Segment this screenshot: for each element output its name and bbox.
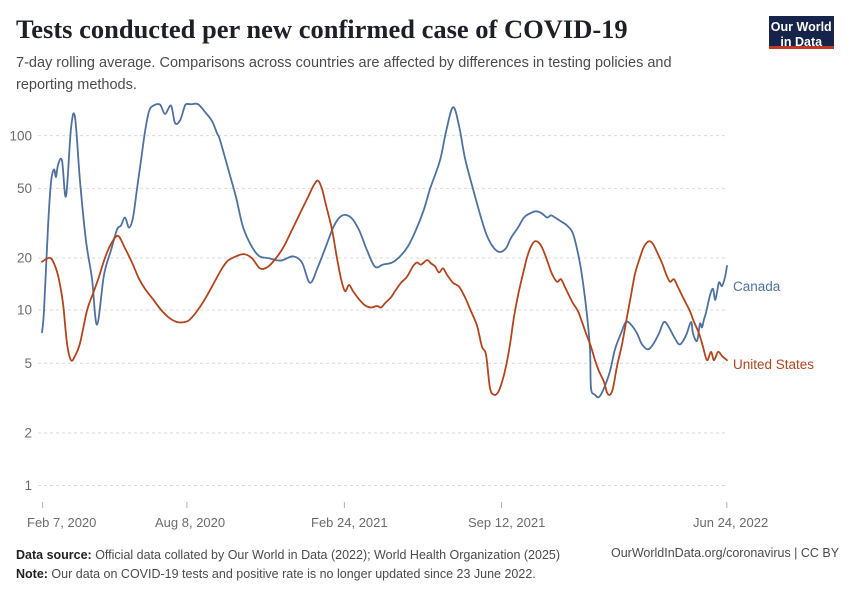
svg-text:20: 20 <box>17 251 32 266</box>
svg-text:5: 5 <box>24 356 32 371</box>
svg-text:Feb 24, 2021: Feb 24, 2021 <box>311 515 388 530</box>
svg-text:Canada: Canada <box>733 279 781 294</box>
svg-text:1: 1 <box>24 478 32 493</box>
svg-text:Sep 12, 2021: Sep 12, 2021 <box>468 515 545 530</box>
svg-text:Jun 24, 2022: Jun 24, 2022 <box>693 515 768 530</box>
svg-text:Aug 8, 2020: Aug 8, 2020 <box>155 515 225 530</box>
svg-text:10: 10 <box>17 303 32 318</box>
svg-text:United States: United States <box>733 357 814 372</box>
svg-text:50: 50 <box>17 181 32 196</box>
svg-text:2: 2 <box>24 426 32 441</box>
svg-text:Feb 7, 2020: Feb 7, 2020 <box>27 515 96 530</box>
svg-text:100: 100 <box>9 128 32 143</box>
